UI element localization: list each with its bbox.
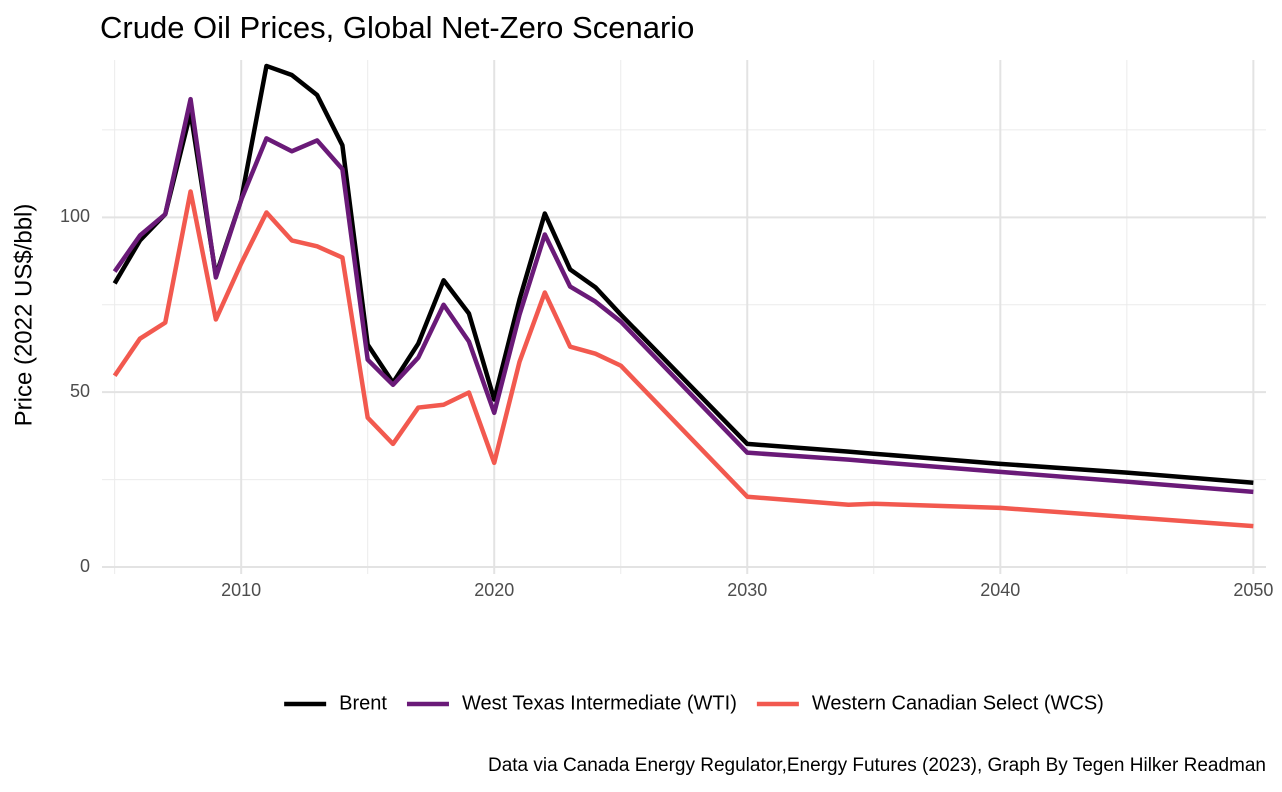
caption: Data via Canada Energy Regulator,Energy … xyxy=(488,755,1266,776)
y-axis-label: Price (2022 US$/bbl) xyxy=(10,204,37,427)
series-line xyxy=(112,63,1254,485)
y-tick-label: 50 xyxy=(70,381,90,401)
y-tick-label: 0 xyxy=(80,556,90,576)
legend-label: Brent xyxy=(339,692,387,714)
x-tick-label: 2030 xyxy=(727,580,767,600)
x-tick-label: 2010 xyxy=(221,580,261,600)
y-tick-label: 100 xyxy=(60,206,90,226)
legend-label: Western Canadian Select (WCS) xyxy=(812,692,1104,714)
series-line xyxy=(112,96,1254,495)
legend-label: West Texas Intermediate (WTI) xyxy=(462,692,737,714)
series-line xyxy=(112,189,1254,529)
x-tick-label: 2020 xyxy=(474,580,514,600)
x-tick-label: 2050 xyxy=(1233,580,1273,600)
chart-title: Crude Oil Prices, Global Net-Zero Scenar… xyxy=(100,10,694,45)
x-tick-label: 2040 xyxy=(980,580,1020,600)
